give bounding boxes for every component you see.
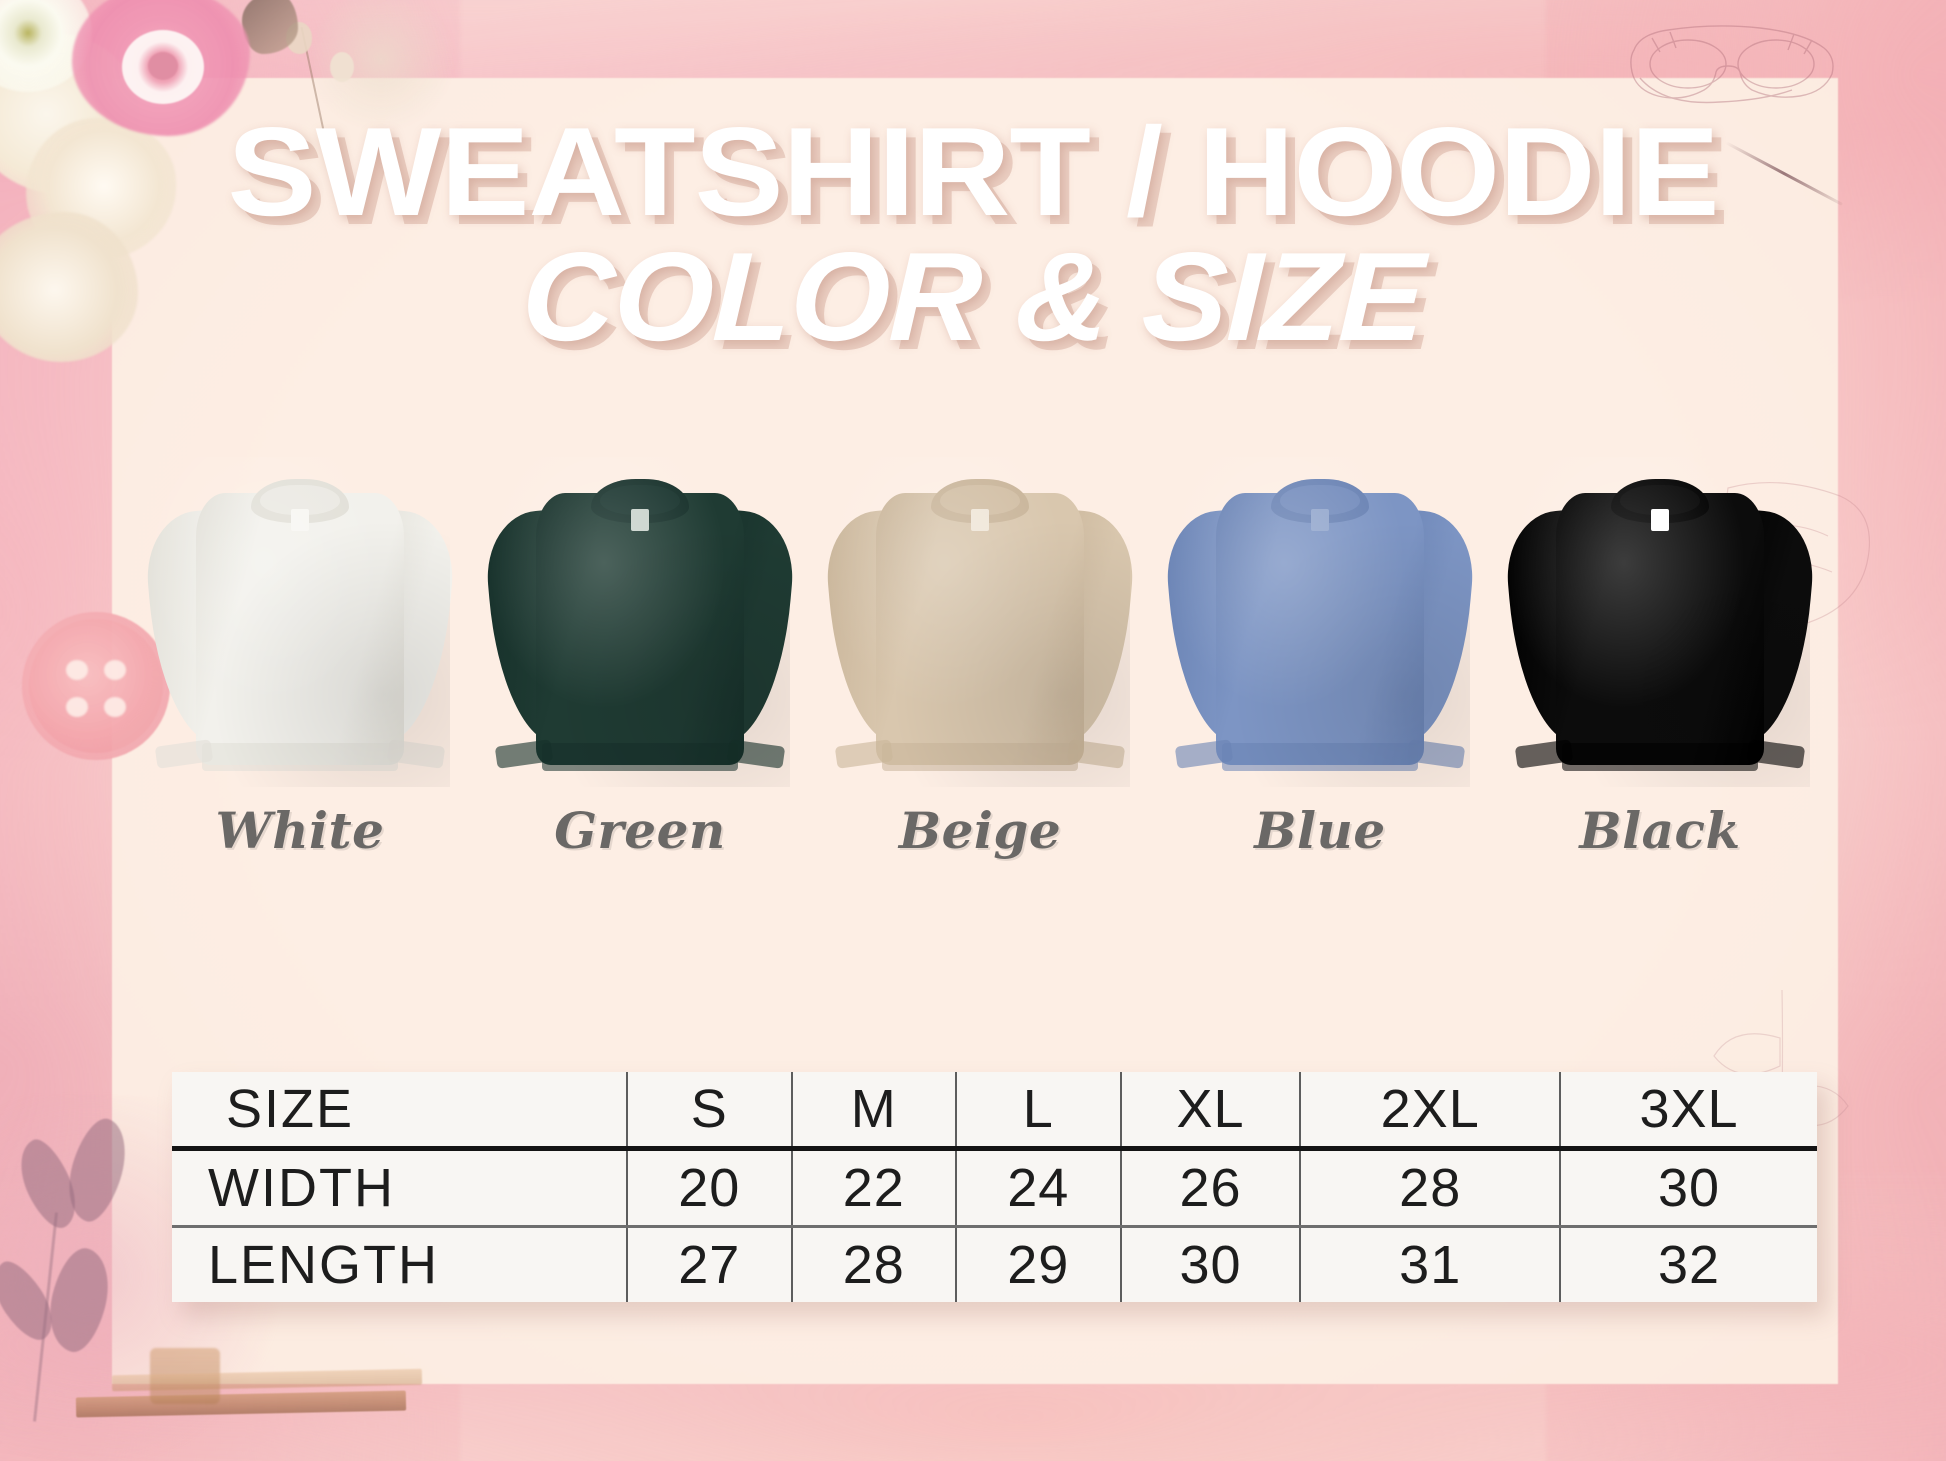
title-line-2: COLOR & SIZE: [519, 225, 1427, 367]
header-cell-xl: XL: [1120, 1072, 1302, 1151]
sweatshirt-image-white: [142, 457, 458, 787]
color-swatch-row: White Green: [142, 440, 1818, 860]
sweatshirt-image-black: [1502, 457, 1818, 787]
hem-band: [882, 743, 1078, 771]
dark-leaf-icon: [242, 0, 298, 54]
color-label-beige: Beige: [898, 801, 1062, 860]
row-label-length: LENGTH: [172, 1226, 628, 1302]
page-title: SWEATSHIRT / HOODIE COLOR & SIZE: [0, 101, 1946, 367]
button-hole: [66, 660, 88, 680]
color-swatch-blue[interactable]: Blue: [1162, 457, 1478, 860]
sprig-bud-icon: [286, 22, 312, 54]
color-label-black: Black: [1579, 801, 1741, 860]
header-cell-m: M: [791, 1072, 958, 1151]
length-xl: 30: [1120, 1226, 1302, 1302]
color-label-blue: Blue: [1254, 801, 1386, 860]
sweatshirt-body: [1556, 493, 1764, 765]
length-m: 28: [791, 1226, 958, 1302]
header-cell-s: S: [627, 1072, 793, 1151]
sweatshirt-body: [876, 493, 1084, 765]
width-3xl: 30: [1559, 1148, 1817, 1228]
button-hole: [104, 660, 126, 680]
size-measurement-table: SIZE S M L XL 2XL 3XL WIDTH 20 22 24 26 …: [172, 1072, 1817, 1302]
sweatshirt-image-beige: [822, 457, 1138, 787]
row-label-width: WIDTH: [172, 1148, 628, 1228]
color-label-white: White: [215, 801, 385, 860]
length-2xl: 31: [1300, 1226, 1561, 1302]
width-s: 20: [627, 1148, 793, 1228]
width-l: 24: [956, 1148, 1122, 1228]
color-swatch-black[interactable]: Black: [1502, 457, 1818, 860]
length-s: 27: [627, 1226, 793, 1302]
hem-band: [1222, 743, 1418, 771]
header-cell-2xl: 2XL: [1300, 1072, 1561, 1151]
length-l: 29: [956, 1226, 1122, 1302]
color-swatch-white[interactable]: White: [142, 457, 458, 860]
header-cell-3xl: 3XL: [1559, 1072, 1817, 1151]
width-m: 22: [791, 1148, 958, 1228]
sweatshirt-body: [1216, 493, 1424, 765]
neck-tag: [1311, 509, 1329, 531]
neck-tag: [1651, 509, 1669, 531]
daisy-flower-icon: [0, 0, 92, 92]
wooden-table-edge-decoration: [75, 1390, 407, 1418]
hem-band: [542, 743, 738, 771]
sweatshirt-body: [196, 493, 404, 765]
color-swatch-beige[interactable]: Beige: [822, 457, 1138, 860]
header-cell-l: L: [956, 1072, 1122, 1151]
neck-tag: [291, 509, 309, 531]
neck-tag: [971, 509, 989, 531]
hem-band: [202, 743, 398, 771]
title-line-1: SWEATSHIRT / HOODIE: [227, 101, 1719, 242]
sweatshirt-image-blue: [1162, 457, 1478, 787]
table-row-width: WIDTH 20 22 24 26 28 30: [172, 1148, 1817, 1228]
sweatshirt-image-green: [482, 457, 798, 787]
color-label-green: Green: [554, 801, 726, 860]
hem-band: [1562, 743, 1758, 771]
button-hole: [104, 697, 126, 717]
header-cell-size: SIZE: [172, 1072, 628, 1151]
color-swatch-green[interactable]: Green: [482, 457, 798, 860]
length-3xl: 32: [1657, 1235, 1721, 1295]
table-row-length: LENGTH 27 28 29 30 31 32: [172, 1226, 1817, 1302]
pink-flower-center: [148, 52, 178, 80]
neck-tag: [631, 509, 649, 531]
width-xl: 26: [1120, 1148, 1302, 1228]
width-2xl: 28: [1300, 1148, 1561, 1228]
button-hole: [66, 697, 88, 717]
sweatshirt-body: [536, 493, 744, 765]
table-header-row: SIZE S M L XL 2XL 3XL: [172, 1072, 1817, 1151]
